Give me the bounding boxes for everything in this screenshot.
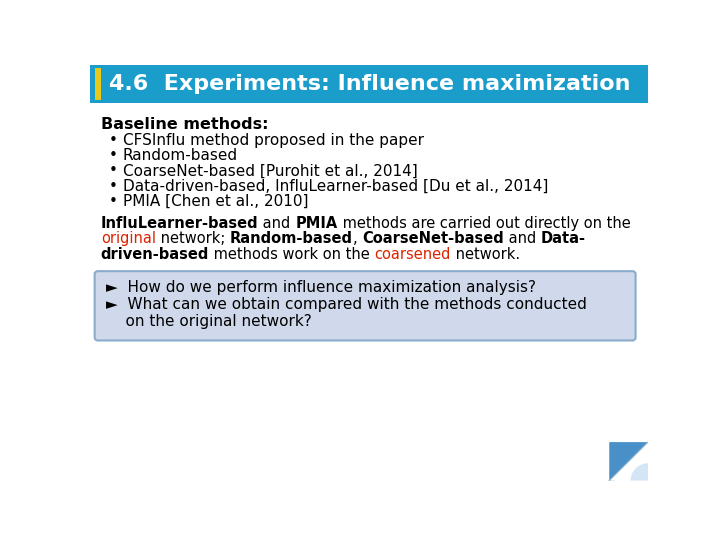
FancyBboxPatch shape: [94, 271, 636, 340]
Text: CFSInflu method proposed in the paper: CFSInflu method proposed in the paper: [122, 132, 423, 147]
Text: driven-based: driven-based: [101, 247, 210, 261]
Text: InfluLearner-based: InfluLearner-based: [101, 215, 258, 231]
Text: ►  How do we perform influence maximization analysis?: ► How do we perform influence maximizati…: [106, 280, 536, 295]
Polygon shape: [609, 442, 648, 481]
FancyBboxPatch shape: [94, 68, 101, 100]
Text: methods work on the: methods work on the: [210, 247, 374, 261]
Text: coarsened: coarsened: [374, 247, 451, 261]
FancyBboxPatch shape: [90, 103, 648, 481]
Text: •: •: [109, 194, 117, 209]
Text: •: •: [109, 164, 117, 178]
Wedge shape: [631, 463, 648, 481]
FancyBboxPatch shape: [90, 65, 648, 103]
Text: on the original network?: on the original network?: [106, 314, 311, 329]
Text: Random-based: Random-based: [230, 231, 353, 246]
Text: and: and: [258, 215, 295, 231]
Text: PMIA [Chen et al., 2010]: PMIA [Chen et al., 2010]: [122, 194, 308, 209]
Text: •: •: [109, 179, 117, 194]
Text: original: original: [101, 231, 156, 246]
Text: and: and: [504, 231, 541, 246]
Text: network.: network.: [451, 247, 520, 261]
Text: CoarseNet-based [Purohit et al., 2014]: CoarseNet-based [Purohit et al., 2014]: [122, 164, 418, 178]
Text: Random-based: Random-based: [122, 148, 238, 163]
Text: 4.6  Experiments: Influence maximization: 4.6 Experiments: Influence maximization: [109, 74, 630, 94]
Wedge shape: [609, 442, 648, 481]
Text: ►  What can we obtain compared with the methods conducted: ► What can we obtain compared with the m…: [106, 298, 586, 312]
Text: •: •: [109, 132, 117, 147]
Text: Baseline methods:: Baseline methods:: [101, 117, 269, 132]
Text: •: •: [109, 148, 117, 163]
Text: ,: ,: [353, 231, 362, 246]
Text: methods are carried out directly on the: methods are carried out directly on the: [338, 215, 630, 231]
Text: Data-: Data-: [541, 231, 586, 246]
Text: Data-driven-based, InfluLearner-based [Du et al., 2014]: Data-driven-based, InfluLearner-based [D…: [122, 179, 548, 194]
Text: PMIA: PMIA: [295, 215, 338, 231]
Text: CoarseNet-based: CoarseNet-based: [362, 231, 504, 246]
Text: network;: network;: [156, 231, 230, 246]
